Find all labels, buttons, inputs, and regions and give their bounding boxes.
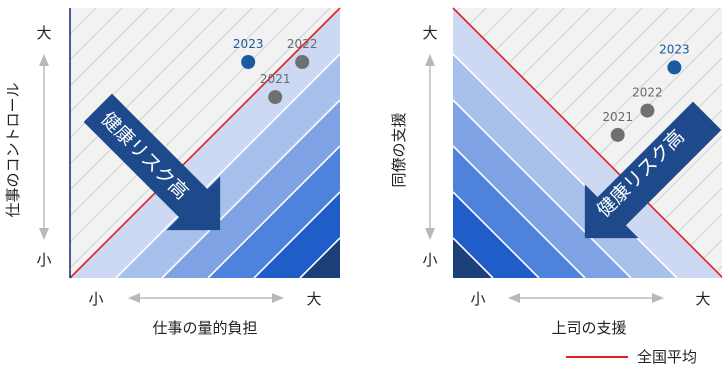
left-band-separator [115, 53, 340, 278]
left-data-points: 2023 2022 2021 [233, 37, 318, 105]
right-band-separator [453, 53, 678, 278]
right-national-average-line [452, 7, 722, 279]
legend-national-average-label: 全国平均 [637, 348, 697, 366]
left-y-axis-title: 仕事のコントロール [4, 82, 22, 217]
right-point-2023 [667, 60, 682, 75]
left-point-label-2023: 2023 [233, 37, 264, 51]
right-band-separator [453, 145, 586, 278]
right-data-points: 2023 2022 2021 [602, 42, 690, 142]
legend: 全国平均 [566, 348, 697, 366]
left-band-separator [299, 237, 340, 278]
right-band-separator [453, 237, 494, 278]
right-x-high-label: 大 [695, 290, 710, 308]
left-band-separator [207, 145, 340, 278]
left-national-average-line [69, 7, 341, 279]
right-y-gray-arrow [425, 54, 435, 240]
right-point-label-2023: 2023 [659, 42, 690, 56]
left-point-2023 [241, 55, 256, 69]
right-x-gray-arrow [508, 293, 664, 303]
left-x-gray-arrow [128, 293, 284, 303]
left-point-2022 [295, 55, 310, 69]
right-y-low-label: 小 [422, 251, 437, 269]
right-x-low-label: 小 [470, 290, 485, 308]
left-point-label-2021: 2021 [260, 72, 291, 86]
left-y-gray-arrow [39, 54, 49, 240]
left-band-separator [161, 99, 340, 278]
right-point-label-2021: 2021 [602, 110, 633, 124]
left-y-high-label: 大 [36, 24, 51, 42]
chart-left: 健康リスク高 大 小 仕事のコントロール 小 大 仕事の量的負担 2023 202… [4, 7, 341, 337]
right-y-high-label: 大 [422, 24, 437, 42]
left-point-label-2022: 2022 [287, 37, 318, 51]
right-x-axis-title: 上司の支援 [551, 319, 626, 337]
left-x-low-label: 小 [88, 290, 103, 308]
right-point-2022 [640, 103, 655, 118]
right-band-separator [453, 191, 540, 278]
left-x-axis-title: 仕事の量的負担 [152, 319, 257, 337]
left-x-high-label: 大 [306, 290, 321, 308]
right-band-separator [453, 99, 632, 278]
left-band-separator [253, 191, 340, 278]
right-point-2021 [610, 127, 625, 142]
right-y-axis-title: 同僚の支援 [390, 112, 408, 187]
left-y-low-label: 小 [36, 251, 51, 269]
right-point-label-2022: 2022 [632, 86, 663, 100]
right-risk-arrow [584, 101, 722, 239]
left-point-2021 [268, 90, 283, 105]
